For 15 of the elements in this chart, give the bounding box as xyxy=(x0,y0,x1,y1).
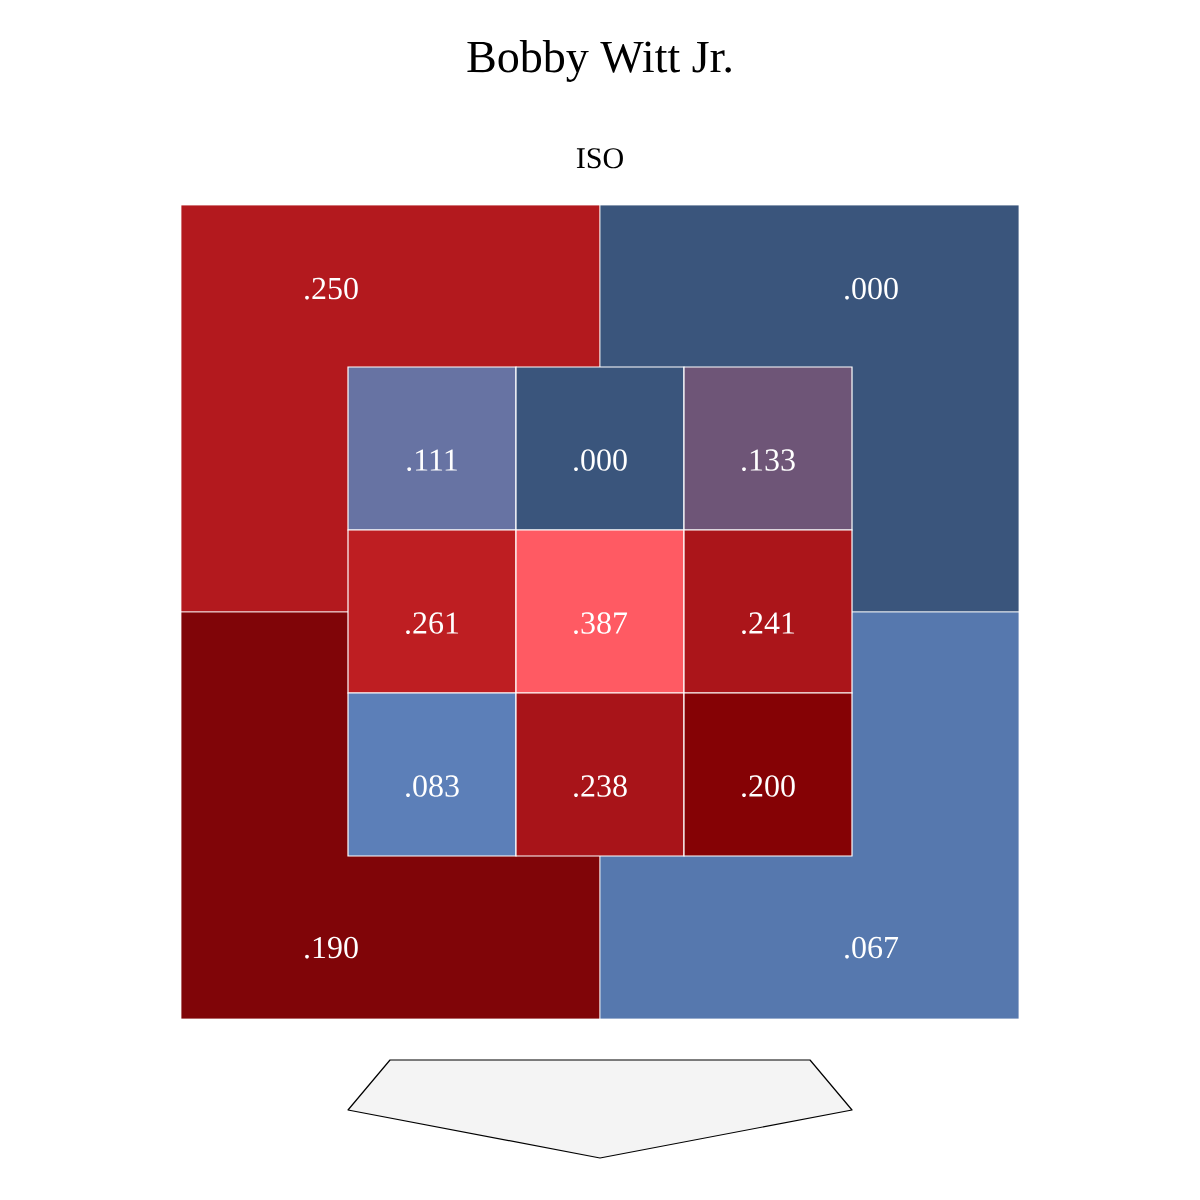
data-label: .083 xyxy=(406,775,459,797)
data-label: .387 xyxy=(574,612,628,634)
chart-subtitle: ISO xyxy=(576,148,623,169)
data-label: .241 xyxy=(742,612,795,634)
data-label: .238 xyxy=(574,775,627,797)
data-label: .250 xyxy=(305,277,358,300)
data-label: .200 xyxy=(742,775,795,797)
data-label: .067 xyxy=(845,936,899,959)
data-label: .000 xyxy=(574,449,627,471)
chart-title: Bobby Witt Jr. xyxy=(467,40,731,82)
data-label: .111 xyxy=(407,449,457,471)
data-label: .261 xyxy=(406,612,459,634)
data-label: .133 xyxy=(742,449,795,471)
data-label: .000 xyxy=(845,277,898,300)
data-label: .190 xyxy=(305,936,358,959)
